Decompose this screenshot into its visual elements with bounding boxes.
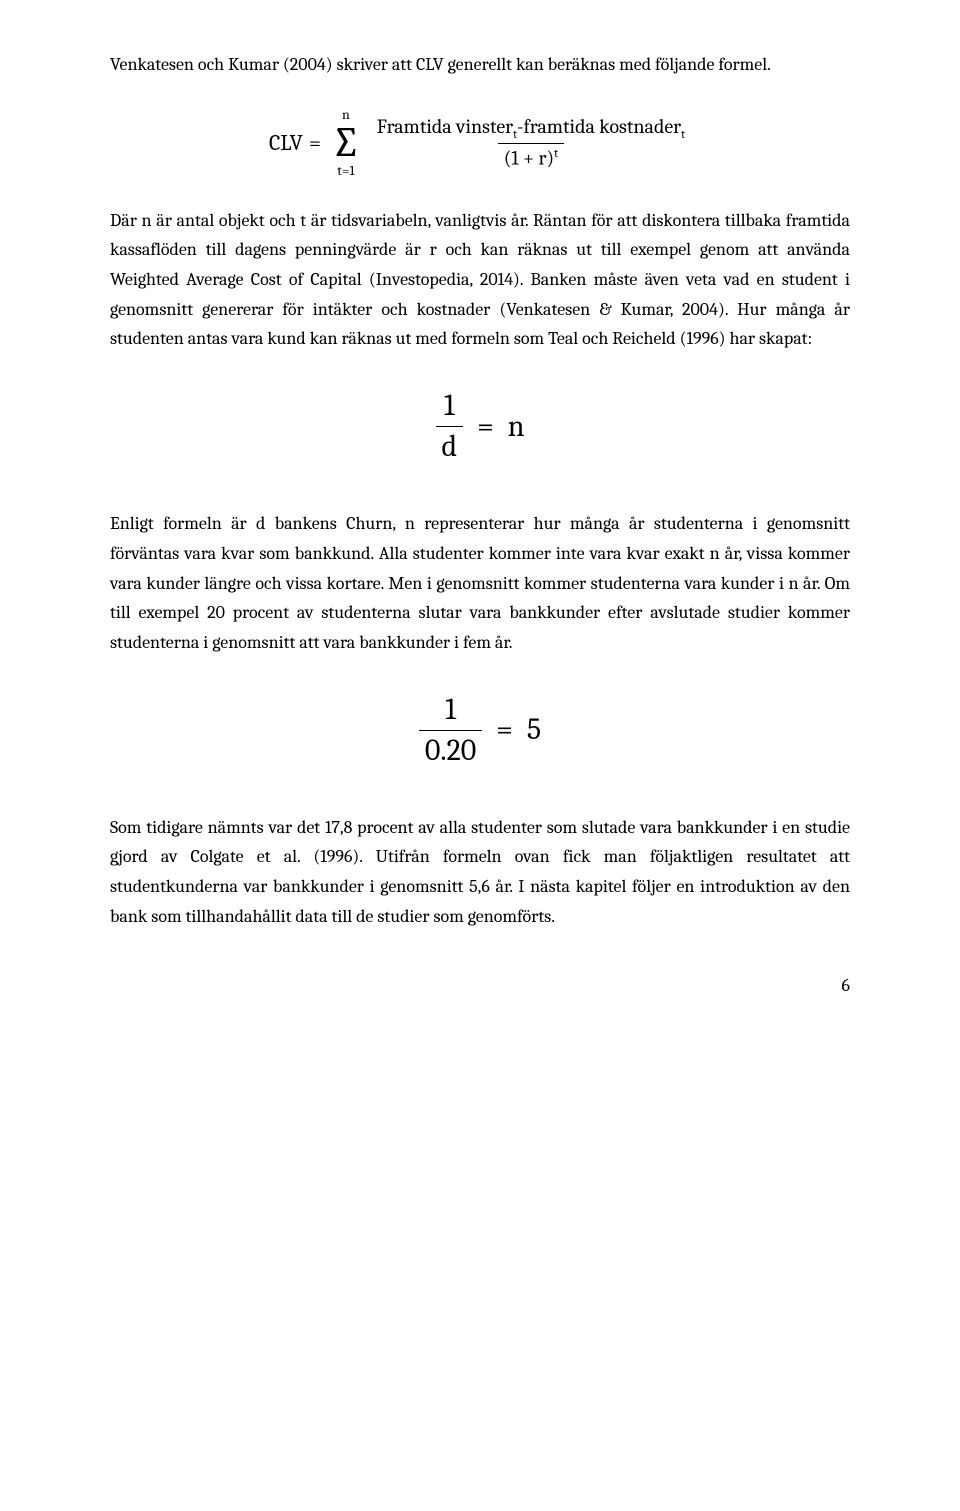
paragraph-4: Som tidigare nämnts var det 17,8 procent… (110, 813, 850, 932)
formula1-num-sub2: t (681, 127, 685, 141)
formula1-lhs: CLV (269, 125, 303, 161)
formula1-fraction: Framtida vinstert-framtida kostnadert (1… (371, 115, 691, 171)
formula2-rhs: n (508, 402, 525, 452)
formula-churn-n: 1 d = n (110, 388, 850, 465)
formula2-den: d (436, 426, 464, 465)
formula3-eq: = (496, 705, 513, 755)
formula-example-5: 1 0.20 = 5 (110, 692, 850, 769)
page-number: 6 (110, 971, 850, 1001)
paragraph-3: Enligt formeln är d bankens Churn, n rep… (110, 509, 850, 657)
paragraph-2: Där n är antal objekt och t är tidsvaria… (110, 206, 850, 354)
formula-clv: CLV = n ∑ t=1 Framtida vinstert-framtida… (110, 108, 850, 178)
formula1-sigma: n ∑ t=1 (331, 108, 361, 178)
formula1-sum-lower: t=1 (337, 164, 354, 178)
formula1-eq: = (309, 125, 321, 161)
formula3-rhs: 5 (527, 705, 541, 755)
formula2-eq: = (477, 402, 494, 452)
formula3-num: 1 (439, 692, 462, 730)
formula2-fraction: 1 d (436, 388, 464, 465)
formula3-den: 0.20 (419, 730, 482, 769)
sigma-symbol: ∑ (331, 122, 361, 164)
formula3-fraction: 1 0.20 (419, 692, 482, 769)
formula1-num-mid: -framtida kostnader (517, 115, 681, 138)
formula2-num: 1 (438, 388, 461, 426)
formula1-den-exp: t (554, 146, 558, 160)
formula1-num-left: Framtida vinster (377, 115, 513, 138)
formula1-den-base: (1 + r) (504, 147, 554, 170)
paragraph-1: Venkatesen och Kumar (2004) skriver att … (110, 50, 850, 80)
